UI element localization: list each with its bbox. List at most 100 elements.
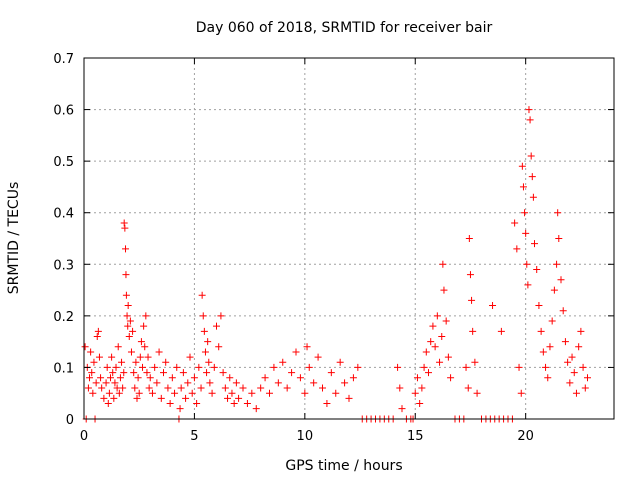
- y-tick-label: 0.2: [53, 310, 74, 325]
- data-point: [535, 302, 543, 310]
- data-point: [126, 317, 134, 325]
- data-point: [296, 374, 304, 382]
- data-point: [115, 389, 123, 397]
- data-point: [523, 260, 531, 268]
- data-point: [542, 363, 550, 371]
- data-point: [436, 358, 444, 366]
- data-point: [462, 363, 470, 371]
- data-point: [539, 348, 547, 356]
- data-point: [568, 353, 576, 361]
- data-point: [124, 322, 132, 330]
- data-point: [193, 400, 201, 408]
- data-point: [511, 219, 519, 227]
- y-tick-label: 0: [66, 413, 74, 428]
- data-point: [98, 384, 106, 392]
- data-point: [469, 327, 477, 335]
- data-point: [354, 363, 362, 371]
- data-point: [109, 369, 117, 377]
- data-point: [146, 374, 154, 382]
- data-point: [288, 369, 296, 377]
- data-point: [134, 374, 142, 382]
- data-point: [90, 358, 98, 366]
- data-point: [210, 363, 218, 371]
- data-point: [561, 338, 569, 346]
- data-point: [140, 322, 148, 330]
- data-point: [130, 369, 138, 377]
- data-point: [303, 343, 311, 351]
- data-point: [190, 374, 198, 382]
- data-point: [416, 400, 424, 408]
- data-point: [345, 394, 353, 402]
- data-point: [465, 235, 473, 242]
- data-point: [168, 374, 176, 382]
- data-point: [144, 353, 152, 361]
- data-point: [519, 183, 527, 191]
- data-point: [88, 369, 96, 377]
- data-point: [177, 384, 185, 392]
- data-point: [521, 209, 529, 217]
- data-point: [129, 327, 137, 335]
- data-point: [224, 394, 232, 402]
- data-point: [431, 343, 439, 351]
- data-point: [517, 389, 525, 397]
- data-point: [125, 332, 133, 340]
- data-point: [121, 224, 129, 232]
- data-point: [261, 374, 269, 382]
- data-point: [425, 369, 432, 377]
- data-point: [206, 379, 214, 387]
- y-tick-label: 0.5: [53, 155, 74, 170]
- data-point: [527, 152, 535, 160]
- data-point: [203, 369, 211, 377]
- data-point: [323, 400, 331, 408]
- x-tick-label: 10: [297, 429, 314, 444]
- data-point: [270, 363, 278, 371]
- data-point: [157, 394, 165, 402]
- data-point: [584, 374, 591, 382]
- data-point: [136, 353, 144, 361]
- data-point: [112, 363, 120, 371]
- data-point: [173, 363, 181, 371]
- data-point: [257, 384, 265, 392]
- data-point: [497, 327, 505, 335]
- data-point: [186, 353, 194, 361]
- data-point: [92, 379, 100, 387]
- data-point: [349, 374, 357, 382]
- data-point: [89, 389, 97, 397]
- data-point: [94, 327, 102, 335]
- data-point: [102, 379, 110, 387]
- tick-labels: 0 5 10 15 20 0 0.1 0.2 0.3 0.4 0.5 0.6 0.7: [53, 52, 534, 444]
- data-point: [466, 271, 474, 279]
- data-point: [122, 291, 130, 299]
- data-point: [444, 353, 452, 361]
- data-point: [579, 363, 587, 371]
- x-tick-label: 0: [80, 429, 88, 444]
- data-point: [274, 379, 282, 387]
- data-point: [537, 327, 545, 335]
- data-point: [422, 348, 430, 356]
- data-point: [160, 369, 167, 377]
- data-point: [473, 389, 481, 397]
- data-point: [145, 384, 153, 392]
- data-point: [208, 389, 216, 397]
- data-point: [119, 384, 127, 392]
- data-point: [528, 173, 536, 181]
- data-point: [217, 312, 225, 320]
- data-point: [114, 343, 122, 351]
- data-point: [184, 379, 192, 387]
- data-point: [438, 332, 446, 340]
- data-point: [529, 193, 537, 201]
- data-point: [513, 245, 521, 253]
- data-point: [116, 374, 124, 382]
- data-point: [122, 245, 130, 253]
- data-point: [104, 400, 112, 408]
- data-point: [396, 384, 404, 392]
- data-point: [332, 389, 340, 397]
- data-point: [166, 400, 174, 408]
- data-point: [548, 317, 556, 325]
- data-point: [554, 209, 562, 217]
- data-point: [199, 312, 207, 320]
- axis-ticks: [83, 57, 614, 420]
- data-point: [105, 389, 113, 397]
- data-points: [81, 106, 591, 423]
